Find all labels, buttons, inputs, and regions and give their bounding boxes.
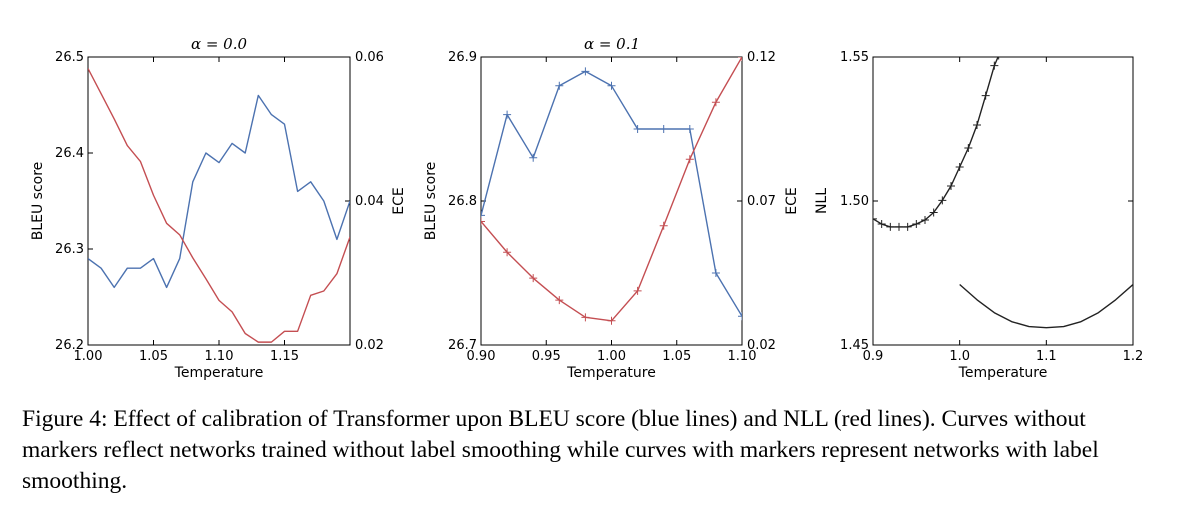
data-point-marker [955, 163, 964, 172]
data-point-marker [921, 216, 929, 225]
y-tick-label: 26.7 [448, 338, 477, 353]
data-point-marker [886, 222, 895, 231]
x-axis-label: Temperature [958, 365, 1048, 381]
series-group [88, 68, 350, 343]
y-tick-label: 26.5 [55, 50, 84, 65]
data-point-marker [895, 222, 903, 231]
x-tick-label: 1.1 [1036, 349, 1057, 364]
data-point-marker [873, 214, 877, 223]
y-axis-label: BLEU score [423, 162, 439, 241]
x-tick-label: 1.05 [139, 349, 168, 364]
chart-title: α = 0.0 [191, 35, 248, 53]
x-tick-label: 1.10 [205, 349, 234, 364]
series-line-nll-with-label-smoothing [873, 57, 999, 228]
y2-tick-label: 0.12 [747, 50, 776, 65]
x-axis-label: Temperature [566, 365, 656, 381]
series-line-ece [88, 68, 350, 343]
y-axis-label: NLL [814, 188, 830, 214]
chart-title: α = 0.1 [584, 35, 640, 53]
x-tick-label: 0.9 [863, 349, 884, 364]
data-point-marker [503, 110, 512, 119]
data-point-marker [685, 155, 694, 164]
data-point-marker [503, 248, 512, 257]
data-point-marker [555, 81, 564, 90]
data-point-marker [912, 220, 921, 229]
y-tick-label: 26.4 [55, 146, 84, 161]
y-tick-label: 1.50 [840, 194, 869, 209]
y-axis-label: BLEU score [30, 162, 46, 241]
panel-nll: 0.9 1.0 1.1 1.2 1.45 1.50 1.55 Temperature NLL [814, 50, 1143, 381]
y2-tick-label: 0.06 [355, 50, 384, 65]
data-point-marker [738, 57, 742, 61]
data-point-marker [947, 182, 955, 191]
series-line-ece [481, 57, 742, 322]
panel-alpha-0: 1.00 1.05 1.10 1.15 26.2 26.3 26.4 26.5 0.02 0.04… [30, 35, 407, 381]
data-point-marker [581, 67, 590, 76]
y2-tick-label: 0.07 [747, 194, 776, 209]
plot-frame [872, 56, 1134, 346]
data-point-marker [877, 220, 886, 229]
data-point-marker [659, 125, 668, 133]
data-point-marker [607, 316, 616, 325]
y-tick-label: 26.2 [55, 338, 84, 353]
data-point-marker [938, 196, 947, 205]
data-point-marker [481, 217, 485, 226]
y2-axis-label: ECE [784, 187, 800, 214]
figure: 1.00 1.05 1.10 1.15 26.2 26.3 26.4 26.5 0.02 0.04… [30, 35, 1143, 381]
y-tick-label: 1.45 [840, 338, 869, 353]
figure-caption: Figure 4: Effect of calibration of Trans… [22, 406, 1099, 494]
data-point-marker [738, 312, 742, 321]
x-tick-label: 1.0 [949, 349, 970, 364]
data-point-marker [998, 57, 1000, 60]
data-point-marker [633, 286, 642, 295]
x-tick-label: 1.10 [728, 349, 757, 364]
x-tick-label: 1.00 [74, 349, 103, 364]
x-tick-label: 1.15 [270, 349, 299, 364]
panel-alpha-0-1: 0.90 0.95 1.00 1.05 1.10 26.7 26.8 26.9 0.02 0.07… [423, 35, 800, 381]
series-group [873, 57, 1133, 329]
data-point-marker [929, 208, 938, 217]
series-line-bleu-score [88, 94, 350, 289]
data-point-marker [529, 274, 538, 283]
data-point-marker [581, 313, 590, 322]
x-tick-label: 0.90 [467, 349, 496, 364]
series-group [481, 57, 742, 325]
data-point-marker [981, 91, 990, 100]
x-tick-label: 1.05 [662, 349, 691, 364]
x-tick-label: 1.2 [1123, 349, 1144, 364]
data-point-marker [607, 81, 616, 90]
data-point-marker [973, 120, 981, 129]
y-tick-label: 1.55 [840, 50, 869, 65]
series-line-nll-without-label-smoothing [959, 283, 1133, 329]
data-point-marker [964, 144, 973, 153]
data-point-marker [529, 153, 538, 162]
x-tick-label: 1.00 [597, 349, 626, 364]
x-tick-label: 0.95 [532, 349, 561, 364]
x-axis-label: Temperature [174, 365, 264, 381]
data-point-marker [990, 61, 999, 70]
y2-tick-label: 0.04 [355, 194, 384, 209]
series-line-bleu-score [481, 70, 742, 317]
y2-tick-label: 0.02 [355, 338, 384, 353]
data-point-marker [711, 269, 720, 277]
data-point-marker [659, 221, 668, 230]
data-point-marker [633, 125, 642, 133]
data-point-marker [685, 125, 694, 133]
plot-frame [87, 56, 351, 346]
data-point-marker [903, 222, 912, 231]
y-tick-label: 26.9 [448, 50, 477, 65]
y-tick-label: 26.3 [55, 242, 84, 257]
data-point-marker [481, 211, 485, 220]
y2-axis-label: ECE [391, 187, 407, 214]
y2-tick-label: 0.02 [747, 338, 776, 353]
data-point-marker [555, 296, 564, 305]
data-point-marker [711, 98, 720, 107]
y-tick-label: 26.8 [448, 194, 477, 209]
